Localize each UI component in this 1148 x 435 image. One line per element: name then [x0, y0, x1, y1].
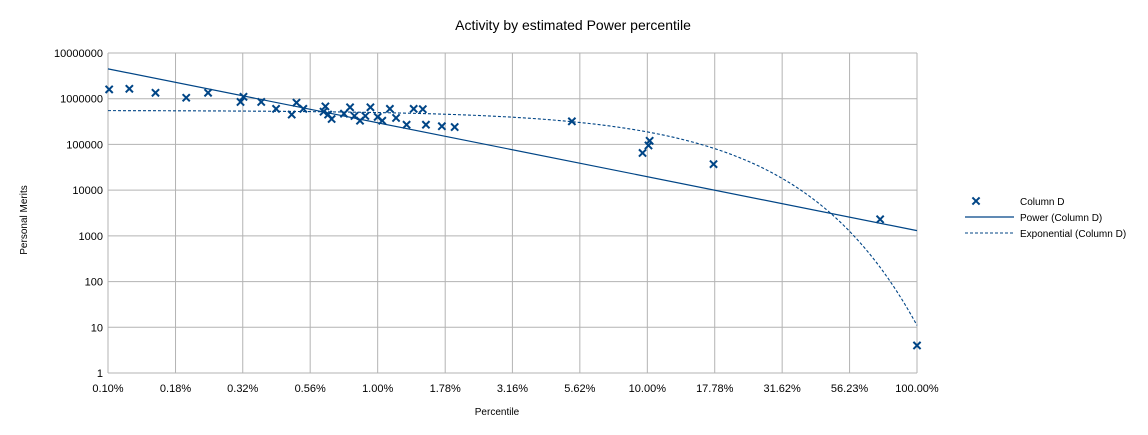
x-tick-label: 5.62%	[564, 383, 595, 395]
y-tick-label: 1	[97, 368, 103, 380]
legend-label-power: Power (Column D)	[1020, 213, 1102, 224]
data-point	[709, 159, 718, 169]
x-tick-labels: 0.10% 0.18% 0.32% 0.56% 1.00% 1.78% 3.16% 5.62%…	[92, 383, 939, 395]
y-tick-label: 10	[91, 322, 103, 334]
chart-title: Activity by estimated Power percentile	[455, 17, 691, 33]
data-point	[437, 121, 447, 131]
data-point	[377, 116, 387, 126]
data-point	[236, 97, 245, 107]
x-axis-title: Percentile	[475, 407, 520, 418]
x-tick-label: 0.32%	[227, 383, 258, 395]
data-point	[292, 98, 301, 107]
data-point	[912, 341, 922, 350]
y-tick-labels: 1 10 100 1000 10000 100000 1000000 10000000	[54, 48, 103, 380]
y-tick-label: 100	[85, 277, 103, 289]
x-tick-label: 100.00%	[895, 383, 939, 395]
data-point	[287, 110, 297, 119]
data-point	[125, 84, 134, 94]
x-tick-label: 10.00%	[629, 383, 667, 395]
x-tick-label: 0.10%	[92, 383, 123, 395]
data-point	[104, 85, 114, 94]
legend-label-column-d: Column D	[1020, 197, 1064, 208]
legend: Column D Power (Column D) Exponential (C…	[965, 196, 1126, 240]
x-tick-label: 56.23%	[831, 383, 869, 395]
data-point	[409, 104, 418, 114]
legend-marker-x	[971, 196, 981, 206]
legend-x-glyph	[971, 196, 981, 206]
legend-item-column-d: Column D	[971, 196, 1064, 208]
data-point	[271, 104, 281, 114]
data-point	[421, 120, 431, 130]
data-point	[875, 215, 885, 224]
data-point	[203, 88, 213, 98]
data-point	[402, 120, 411, 130]
x-tick-label: 1.00%	[362, 383, 393, 395]
grid	[107, 52, 918, 374]
x-tick-label: 1.78%	[430, 383, 461, 395]
data-point	[567, 117, 577, 126]
legend-item-exponential: Exponential (Column D)	[965, 229, 1126, 240]
data-point	[418, 104, 428, 114]
x-tick-label: 3.16%	[497, 383, 528, 395]
data-point	[239, 92, 248, 102]
data-point	[327, 114, 336, 124]
x-tick-label: 31.62%	[764, 383, 802, 395]
y-tick-label: 10000000	[54, 48, 103, 60]
data-point	[450, 122, 459, 132]
data-point	[645, 136, 654, 146]
data-point	[361, 111, 370, 121]
data-point	[321, 102, 330, 111]
data-point	[151, 88, 160, 98]
data-points	[104, 84, 922, 350]
data-point	[638, 148, 647, 158]
data-point	[345, 102, 355, 112]
y-axis-title: Personal Merits	[19, 185, 30, 254]
data-point	[391, 113, 401, 123]
y-tick-label: 100000	[66, 139, 103, 151]
x-tick-label: 17.78%	[696, 383, 734, 395]
data-point	[256, 97, 266, 107]
x-tick-label: 0.56%	[295, 383, 326, 395]
y-tick-label: 1000000	[60, 94, 103, 106]
data-point	[366, 102, 375, 112]
data-point	[385, 104, 395, 114]
legend-item-power: Power (Column D)	[965, 213, 1102, 224]
data-point	[299, 104, 308, 114]
data-point	[181, 93, 191, 103]
y-tick-label: 1000	[79, 231, 103, 243]
legend-label-exponential: Exponential (Column D)	[1020, 229, 1126, 240]
y-tick-label: 10000	[72, 185, 103, 197]
x-tick-label: 0.18%	[160, 383, 191, 395]
data-point	[339, 109, 349, 119]
